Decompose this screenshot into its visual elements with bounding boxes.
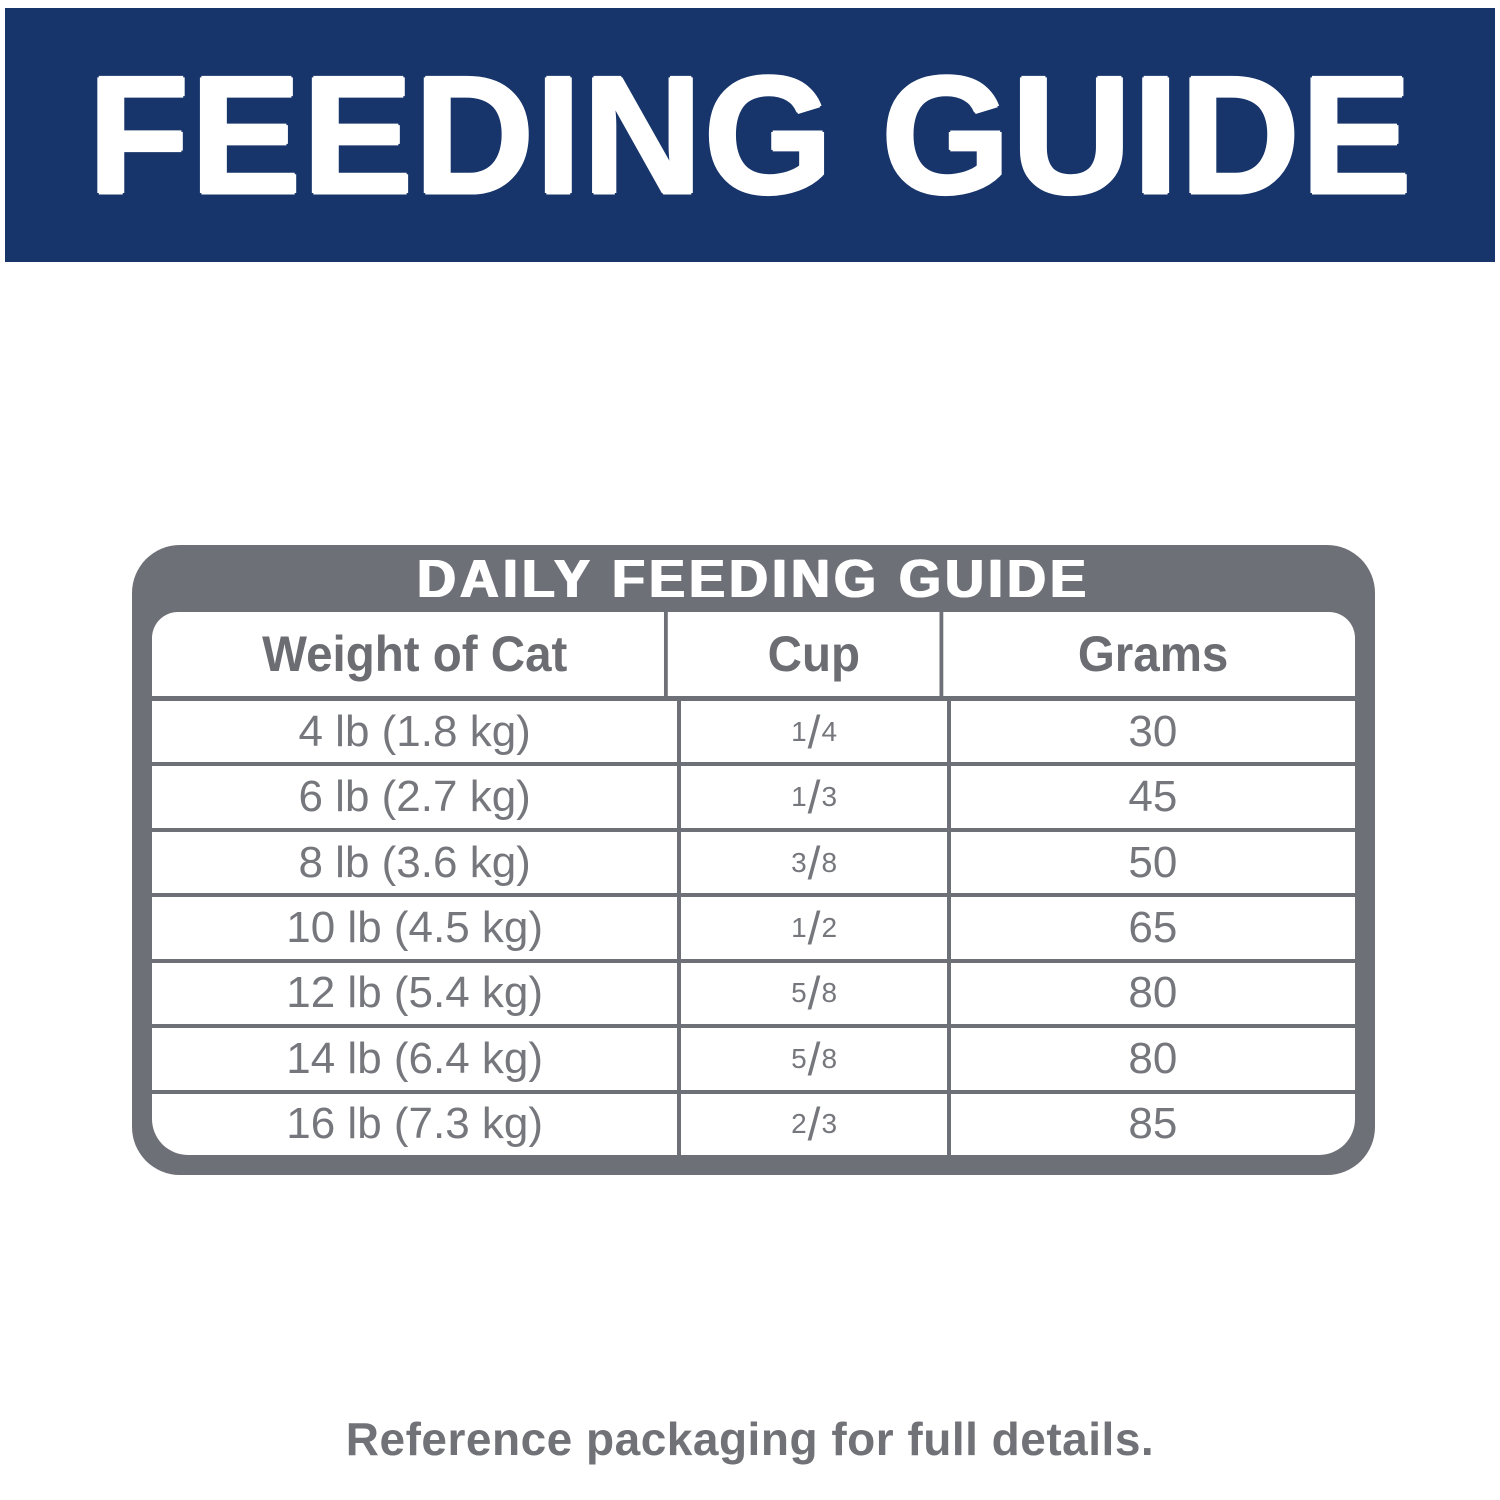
table-row: 14 lb (6.4 kg) 5/8 80 <box>152 1028 1355 1094</box>
grams-cell: 80 <box>1128 1033 1178 1083</box>
table-row: 6 lb (2.7 kg) 1/3 45 <box>152 766 1355 832</box>
weight-cell: 14 lb (6.4 kg) <box>152 1028 682 1090</box>
cup-cell: 2/3 <box>681 1093 951 1155</box>
column-header-weight: Weight of Cat <box>165 612 669 696</box>
grams-cell: 45 <box>1128 772 1178 822</box>
grams-cell: 80 <box>1128 968 1178 1018</box>
cup-cell: 5/8 <box>681 962 951 1025</box>
table-row: 16 lb (7.3 kg) 2/3 85 <box>152 1093 1355 1155</box>
weight-cell: 10 lb (4.5 kg) <box>152 897 682 959</box>
table-header-row: Weight of Cat Cup Grams <box>152 612 1355 701</box>
cup-slash: / <box>807 836 821 889</box>
column-header-cup: Cup <box>688 612 945 696</box>
weight-cell: 16 lb (7.3 kg) <box>152 1093 682 1155</box>
grams-cell: 65 <box>1128 902 1178 952</box>
weight-cell: 8 lb (3.6 kg) <box>152 831 682 894</box>
grams-cell: 85 <box>1128 1099 1178 1149</box>
daily-feeding-guide-card: DAILY FEEDING GUIDE Weight of Cat Cup Gr… <box>132 545 1375 1175</box>
cup-slash: / <box>807 705 821 758</box>
weight-cell: 6 lb (2.7 kg) <box>152 766 682 828</box>
cup-cell: 1/2 <box>681 897 951 959</box>
feeding-guide-banner: FEEDING GUIDE <box>5 8 1495 262</box>
weight-cell: 12 lb (5.4 kg) <box>152 962 682 1025</box>
cup-cell: 1/3 <box>681 766 951 828</box>
column-header-grams: Grams <box>1077 626 1229 682</box>
feeding-table: Weight of Cat Cup Grams 4 lb (1.8 kg) 1/… <box>152 612 1355 1155</box>
page-title: FEEDING GUIDE <box>87 41 1413 229</box>
cup-slash: / <box>807 771 821 824</box>
cup-slash: / <box>807 901 821 954</box>
cup-cell: 3/8 <box>681 831 951 894</box>
table-row: 10 lb (4.5 kg) 1/2 65 <box>152 897 1355 963</box>
table-row: 12 lb (5.4 kg) 5/8 80 <box>152 962 1355 1029</box>
cup-slash: / <box>807 1098 821 1151</box>
weight-cell: 4 lb (1.8 kg) <box>152 701 682 763</box>
cup-slash: / <box>807 967 821 1020</box>
table-row: 8 lb (3.6 kg) 3/8 50 <box>152 831 1355 898</box>
table-row: 4 lb (1.8 kg) 1/4 30 <box>152 701 1355 767</box>
cup-cell: 5/8 <box>681 1028 951 1090</box>
footer-note: Reference packaging for full details. <box>345 1413 1155 1465</box>
cup-cell: 1/4 <box>681 701 951 763</box>
cup-slash: / <box>807 1032 821 1085</box>
table-title: DAILY FEEDING GUIDE <box>416 548 1091 609</box>
grams-cell: 50 <box>1128 837 1178 887</box>
grams-cell: 30 <box>1128 706 1178 756</box>
